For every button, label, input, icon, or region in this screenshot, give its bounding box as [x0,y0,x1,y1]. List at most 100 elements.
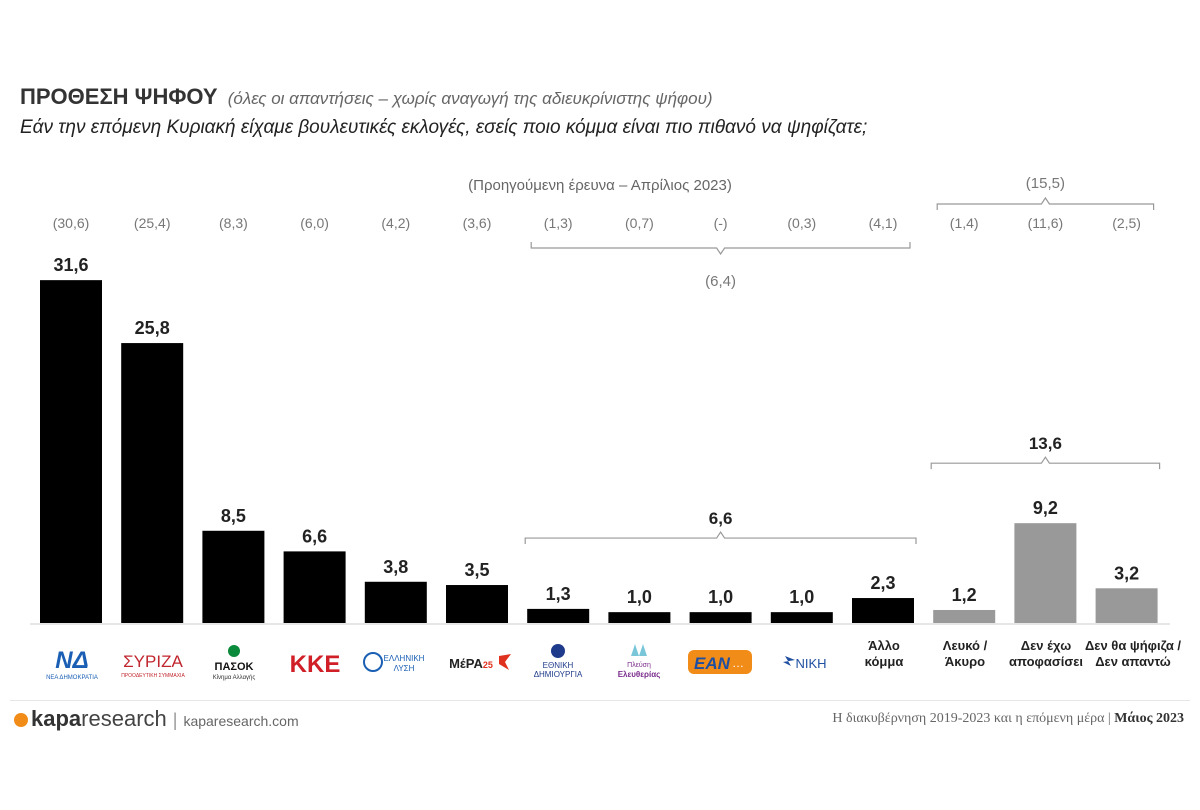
logo-ethniki-dimiourgia: ΕΘΝΙΚΗ ΔΗΜΙΟΥΡΓΙΑ [518,642,598,682]
groups-layer: 6,6 (6,4) 13,6 (15,5) [524,175,1161,545]
footer-date: Μάιος 2023 [1114,711,1184,726]
bar-value-label: 3,8 [383,557,408,577]
brand-name-rest: research [81,706,167,731]
group-brace [930,456,1161,470]
ean-logo-background [688,650,752,674]
previous-value-label: (25,4) [134,215,171,231]
pasok-logo-mark: ΠΑΣΟΚ [215,661,254,673]
previous-value-label: (30,6) [53,215,90,231]
previous-group-brace [936,196,1155,210]
bar-value-label: 1,0 [708,587,733,607]
ethniki-emblem-icon [551,644,565,658]
logo-nea-dimokratia: ΝΔ ΝΕΑ ΔΗΜΟΚΡΑΤΙΑ [32,642,112,682]
bar [40,280,102,623]
category-label-line1: Λευκό / [942,638,988,653]
syriza-logo-caption: ΠΡΟΟΔΕΥΤΙΚΗ ΣΥΜΜΑΧΙΑ [121,673,185,679]
ethniki-logo-mark2: ΔΗΜΙΟΥΡΓΙΑ [534,670,583,679]
pasok-logo-caption: Κίνημα Αλλαγής [213,674,256,681]
previous-value-label: (6,0) [300,215,329,231]
category-label-line2: αποφασίσει [1009,654,1083,669]
bar-value-label: 2,3 [870,573,895,593]
nd-logo-mark: ΝΔ [55,647,88,674]
brand-separator: | [172,710,178,730]
previous-group-total-label: (15,5) [1026,175,1065,192]
previous-value-label: (4,2) [381,215,410,231]
chart-subtitle: (όλες οι απαντήσεις – χωρίς αναγωγή της … [227,89,713,108]
previous-value-label: (4,1) [869,215,898,231]
logo-pasok: ΠΑΣΟΚ Κίνημα Αλλαγής [194,642,274,682]
bar-value-label: 8,5 [221,506,246,526]
previous-value-label: (2,5) [1112,215,1141,231]
logo-plefsi-eleftherias: Πλεύση Ελευθερίας [599,642,679,682]
group-total-label: 6,6 [709,509,733,528]
chart-title: ΠΡΟΘΕΣΗ ΨΗΦΟΥ [20,84,218,109]
category-label-line1: Δεν έχω [1020,638,1072,653]
bar [852,598,914,623]
bar [121,343,184,623]
previous-value-label: (0,7) [625,215,654,231]
bar-value-label: 1,3 [546,584,571,604]
previous-value-label: (8,3) [219,215,248,231]
bar [446,585,508,623]
category-label-line1: Άλλο [868,638,900,653]
bar [527,608,590,623]
bar-value-label: 1,0 [789,587,814,607]
plefsi-logo-mark: Πλεύση [627,661,651,669]
category-label-line2: Δεν απαντώ [1095,654,1171,669]
bar-value-label: 6,6 [302,526,327,546]
bar-value-label: 1,2 [952,585,977,605]
category-label-line2: Άκυρο [944,654,986,669]
pasok-sun-icon [228,645,240,657]
bar [770,612,833,623]
svg-text:ΜέΡΑ25: ΜέΡΑ25 [449,656,493,671]
footer-report: Η διακυβέρνηση 2019-2023 και η επόμενη μ… [832,711,1184,727]
ean-logo-dots: … [732,656,744,670]
bar [283,551,346,623]
ethniki-logo-mark: ΕΘΝΙΚΗ [543,661,574,670]
bar [689,612,752,623]
bar-value-label: 25,8 [135,318,170,338]
bar [364,581,427,623]
footer-brand: kaparesearch | kaparesearch.com [14,706,299,732]
syriza-logo-mark: ΣΥΡΙΖΑ [123,652,183,671]
logo-kke: ΚΚΕ [275,642,355,682]
logo-mera25: ΜέΡΑ25 [437,642,517,682]
nd-logo-caption: ΝΕΑ ΔΗΜΟΚΡΑΤΙΑ [46,675,98,681]
previous-value-label: (-) [714,215,728,231]
previous-group-brace [530,242,911,256]
mera25-bird-icon [499,654,511,670]
plefsi-logo-mark2: Ελευθερίας [618,670,661,679]
brand-logo-icon [14,713,28,728]
mera25-logo-mark: ΜέΡΑ [449,656,483,671]
category-lefko-akyro: Λευκό / Άκυρο [923,638,1007,670]
bar [933,609,996,623]
previous-value-label: (3,6) [463,215,492,231]
kke-logo-mark: ΚΚΕ [290,651,341,678]
bars-layer: 31,6 (30,6) 25,8 (25,4) 8,5 (8,3) 6,6 (6,0) 3,8 (… [40,215,1158,623]
logo-ean: EAN … [680,642,760,682]
page-title: ΠΡΟΘΕΣΗ ΨΗΦΟΥ (όλες οι απαντήσεις – χωρί… [20,84,713,110]
category-label-line2: κόμμα [864,654,904,669]
bar-value-label: 31,6 [53,255,88,275]
footer-divider [10,700,1190,701]
niki-logo-mark: ΝΙΚΗ [795,656,826,671]
group-total-label: 13,6 [1029,434,1062,453]
ean-logo-mark: EAN [694,654,731,673]
logo-syriza: ΣΥΡΙΖΑ ΠΡΟΟΔΕΥΤΙΚΗ ΣΥΜΜΑΧΙΑ [113,642,193,682]
elliniki-logo-mark: ΕΛΛΗΝΙΚΗ [384,654,425,663]
plefsi-sail-icon [631,644,647,656]
niki-star-icon [783,656,795,666]
previous-survey-label: (Προηγούμενη έρευνα – Απρίλιος 2023) [468,177,732,194]
bar [608,612,671,623]
category-label-line1: Δεν θα ψήφιζα / [1084,638,1182,653]
previous-group-total-label: (6,4) [705,273,736,290]
bar [1014,523,1077,623]
category-allo-komma: Άλλο κόμμα [842,638,926,670]
previous-value-label: (1,4) [950,215,979,231]
brand-site[interactable]: kaparesearch.com [183,713,299,729]
footer-separator: | [1107,711,1115,726]
bar-value-label: 3,5 [464,560,489,580]
bar [202,530,265,623]
logo-niki: ΝΙΚΗ [761,642,841,682]
survey-question: Εάν την επόμενη Κυριακή είχαμε βουλευτικ… [20,117,868,138]
